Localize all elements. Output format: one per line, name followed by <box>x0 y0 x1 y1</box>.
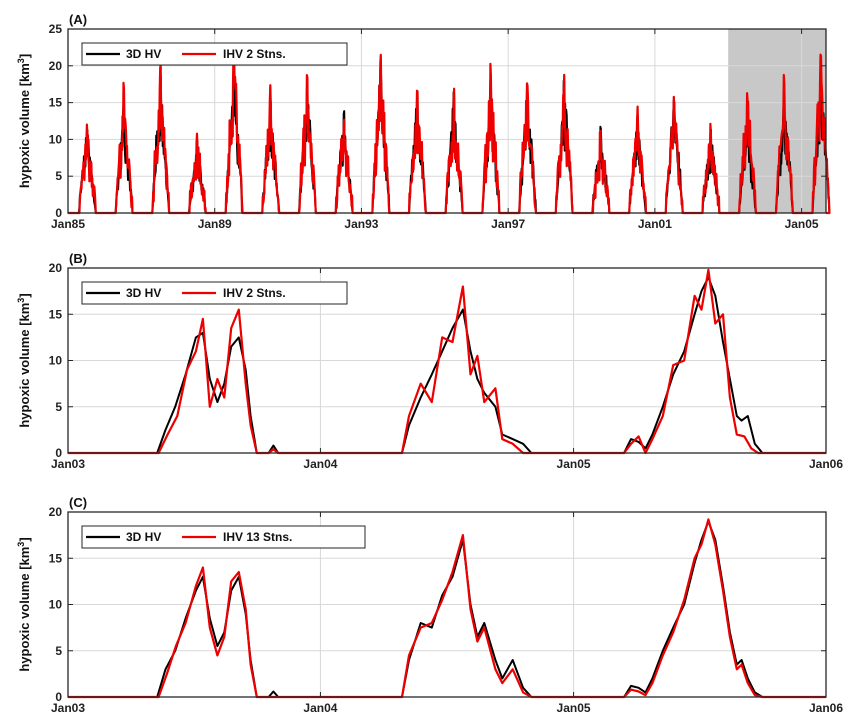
x-tick-label: Jan85 <box>51 217 85 231</box>
panel-label: (C) <box>69 495 87 510</box>
x-tick-label: Jan01 <box>638 217 672 231</box>
y-tick-label: 20 <box>49 59 63 73</box>
y-tick-label: 10 <box>49 132 63 146</box>
legend-label-ihv: IHV 13 Stns. <box>223 530 292 544</box>
legend-label-3d-hv: 3D HV <box>126 47 161 61</box>
x-tick-label: Jan05 <box>557 457 591 471</box>
y-tick-label: 10 <box>49 598 63 612</box>
axes-box <box>67 28 827 214</box>
y-tick-label: 5 <box>55 169 62 183</box>
legend-label-3d-hv: 3D HV <box>126 286 161 300</box>
y-tick-label: 0 <box>55 690 62 704</box>
x-tick-label: Jan93 <box>344 217 378 231</box>
legend-label-ihv: IHV 2 Stns. <box>223 286 286 300</box>
legend: 3D HV IHV 2 Stns. <box>81 42 348 66</box>
panel-b: Jan03 Jan04 Jan05 Jan06 0 5 10 15 20 (B) hypoxic v… <box>16 251 843 471</box>
panel-label: (B) <box>69 251 87 266</box>
y-axis-label: hypoxic volume [km3] <box>16 293 32 427</box>
series-line-ihv <box>68 518 826 699</box>
x-tick-label: Jan03 <box>51 701 85 715</box>
legend-box <box>81 525 366 549</box>
x-tick-label: Jan89 <box>198 217 232 231</box>
panel-c: Jan03 Jan04 Jan05 Jan06 0 5 10 15 20 (C) hypoxic v… <box>16 495 843 715</box>
y-tick-label: 0 <box>55 206 62 220</box>
y-tick-label: 20 <box>49 261 63 275</box>
legend: 3D HV IHV 13 Stns. <box>81 525 366 549</box>
x-tick-label: Jan06 <box>809 701 843 715</box>
x-tick-label: Jan03 <box>51 457 85 471</box>
y-tick-label: 20 <box>49 505 63 519</box>
series-line-ihv <box>68 268 826 455</box>
x-tick-label: Jan05 <box>785 217 819 231</box>
legend-label-ihv: IHV 2 Stns. <box>223 47 286 61</box>
y-tick-label: 0 <box>55 446 62 460</box>
legend: 3D HV IHV 2 Stns. <box>81 281 348 305</box>
y-tick-label: 25 <box>49 22 63 36</box>
series-line-ihv <box>68 44 831 215</box>
legend-label-3d-hv: 3D HV <box>126 530 161 544</box>
y-axis-label: hypoxic volume [km3] <box>16 537 32 671</box>
y-tick-label: 15 <box>49 96 63 110</box>
y-tick-label: 15 <box>49 307 63 321</box>
x-tick-label: Jan06 <box>809 457 843 471</box>
y-tick-label: 5 <box>55 400 62 414</box>
panel-a: Jan85 Jan89 Jan93 Jan97 Jan01 Jan05 0 5 10 15 20 25… <box>16 12 831 231</box>
y-tick-label: 10 <box>49 354 63 368</box>
x-tick-label: Jan05 <box>557 701 591 715</box>
x-tick-label: Jan04 <box>303 457 337 471</box>
y-tick-label: 5 <box>55 644 62 658</box>
panel-label: (A) <box>69 12 87 27</box>
y-axis-label: hypoxic volume [km3] <box>16 54 32 188</box>
x-tick-label: Jan04 <box>303 701 337 715</box>
y-tick-label: 15 <box>49 551 63 565</box>
x-tick-label: Jan97 <box>491 217 525 231</box>
